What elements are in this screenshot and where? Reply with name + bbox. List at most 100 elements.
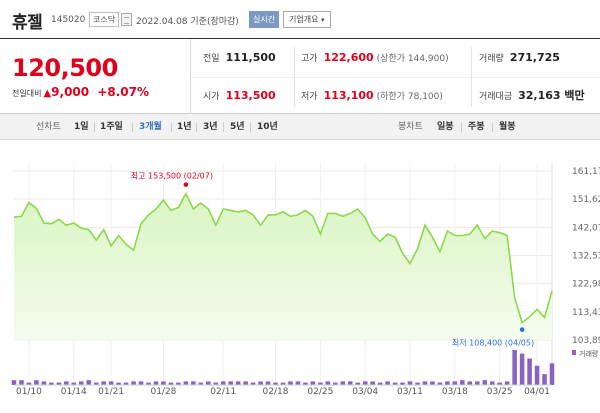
volume-bar <box>71 382 77 385</box>
tab-3year[interactable]: 3년 <box>203 122 218 132</box>
tab-1week[interactable]: 1주일 <box>100 122 123 132</box>
stock-code: 145020 <box>51 15 86 25</box>
x-tick-label: 03/11 <box>397 387 423 397</box>
tab-monthly-candle[interactable]: 월봉 <box>499 122 516 132</box>
volume-bar <box>415 382 420 385</box>
max-label: 최고 153,500 (02/07) <box>131 171 213 181</box>
tab-3month[interactable]: 3개월 <box>139 122 162 132</box>
volume-bar <box>49 382 54 385</box>
volume-bar <box>198 382 204 385</box>
volume-bar <box>176 382 181 385</box>
volume-bar <box>482 380 488 385</box>
stock-header: 휴젤 145020 코스닥 2022.04.08 기준(장마감) 실시간 기업개… <box>0 0 600 38</box>
prev-close-label: 전일 <box>203 54 220 64</box>
volume-bar <box>527 358 532 385</box>
volume-bar <box>325 381 331 385</box>
volume-bar <box>460 380 465 385</box>
change-percent: +8.07% <box>97 85 149 99</box>
tab-divider <box>492 122 493 132</box>
volume-bar <box>11 380 17 385</box>
volume-bar <box>430 381 435 385</box>
realtime-button[interactable]: 실시간 <box>249 11 280 28</box>
amount-cell: 거래대금 32,163 백만 <box>479 77 585 115</box>
volume-legend-label: 거래량 <box>579 349 599 358</box>
volume-bar <box>452 381 458 385</box>
volume-bar <box>542 374 547 385</box>
lower-limit: (하한가 78,100) <box>376 92 443 102</box>
tab-divider <box>196 122 197 132</box>
tab-divider <box>250 122 251 132</box>
company-info-button[interactable]: 기업개요 ▾ <box>283 11 331 28</box>
y-tick-label: 103,890 <box>572 336 600 346</box>
volume-bar <box>318 382 323 385</box>
price-chart[interactable]: 161,170 151,624 142,077 132,530 122,983 113,4… <box>0 140 600 413</box>
volume-bar <box>340 381 346 385</box>
volume-bar <box>400 382 405 385</box>
prev-close-value: 111,500 <box>225 51 276 64</box>
volume-bar <box>303 382 308 385</box>
tab-divider <box>94 122 95 132</box>
volume-bar <box>333 382 338 385</box>
document-icon[interactable] <box>121 13 132 26</box>
x-tick-label: 01/28 <box>150 387 176 397</box>
period-tabs: 선차트 1일 1주일 3개월 1년 3년 5년 10년 봉차트 일봉 주봉 월봉 <box>0 114 600 140</box>
volume-bar <box>86 380 92 385</box>
volume-bar <box>407 381 413 385</box>
price-area <box>14 193 552 340</box>
tab-10year[interactable]: 10년 <box>257 122 278 132</box>
tab-5year[interactable]: 5년 <box>230 122 245 132</box>
volume-bar <box>258 381 263 385</box>
volume-bar <box>474 381 480 385</box>
volume-bar <box>153 381 159 385</box>
x-tick-label: 03/18 <box>442 387 468 397</box>
volume-bar <box>534 365 540 385</box>
volume-bar <box>205 381 211 385</box>
max-marker <box>183 182 189 187</box>
tab-divider <box>223 122 224 132</box>
x-tick-label: 02/25 <box>307 387 333 397</box>
company-info-label: 기업개요 <box>289 15 319 24</box>
volume-bar <box>250 382 256 385</box>
stock-name: 휴젤 <box>12 13 43 33</box>
y-tick-label: 113,437 <box>572 308 600 318</box>
volume-bar <box>265 381 271 385</box>
row-divider <box>191 77 600 78</box>
volume-bar <box>549 363 555 385</box>
volume-cell: 거래량 271,725 <box>479 39 560 77</box>
reference-date: 2022.04.08 기준(장마감) <box>136 17 239 27</box>
volume-bar <box>116 382 121 385</box>
volume-bar <box>437 382 443 385</box>
volume-bar <box>295 381 301 385</box>
tab-1year[interactable]: 1년 <box>177 122 192 132</box>
col-divider <box>294 47 295 107</box>
volume-bar <box>273 382 278 385</box>
volume-bar <box>392 382 398 385</box>
candle-chart-label: 봉차트 <box>398 122 423 132</box>
volume-bar <box>161 381 166 385</box>
x-tick-label: 01/14 <box>61 387 87 397</box>
volume-bar <box>355 382 361 385</box>
line-chart-label: 선차트 <box>36 122 61 132</box>
high-cell: 고가 122,600 (상한가 144,900) <box>301 39 449 77</box>
y-tick-label: 122,983 <box>572 280 600 290</box>
volume-bar <box>146 382 151 385</box>
volume-value: 271,725 <box>509 51 560 64</box>
price-info-grid: 전일 111,500 시가 113,500 고가 122,600 (상한가 144,90… <box>190 39 600 115</box>
change-amount: 9,000 <box>51 85 90 99</box>
volume-bar <box>280 382 286 385</box>
tab-daily-candle[interactable]: 일봉 <box>437 122 454 132</box>
tab-1day[interactable]: 1일 <box>74 122 89 132</box>
volume-bar <box>445 381 450 385</box>
volume-bar <box>347 381 353 385</box>
chevron-down-icon: ▾ <box>321 16 325 24</box>
volume-bar <box>512 350 517 385</box>
x-tick-label: 03/04 <box>352 387 378 397</box>
tab-weekly-candle[interactable]: 주봉 <box>468 122 485 132</box>
volume-label: 거래량 <box>479 54 504 64</box>
volume-bar <box>377 382 383 385</box>
volume-bar <box>422 381 428 385</box>
y-tick-label: 132,530 <box>572 252 600 262</box>
volume-bar <box>385 381 390 385</box>
volume-bar <box>467 381 473 385</box>
current-price: 120,500 <box>12 54 118 82</box>
